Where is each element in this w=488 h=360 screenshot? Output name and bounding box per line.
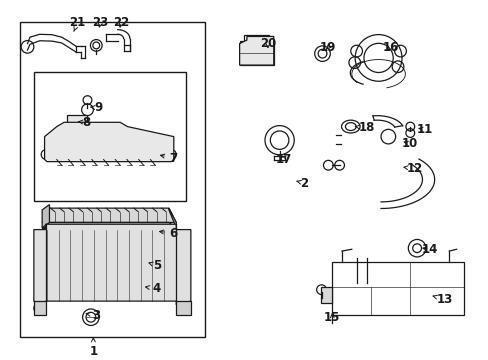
Text: 7: 7 bbox=[160, 152, 178, 165]
Polygon shape bbox=[71, 123, 82, 129]
Text: 9: 9 bbox=[91, 102, 102, 114]
Polygon shape bbox=[239, 36, 273, 65]
Text: 8: 8 bbox=[79, 116, 90, 129]
Text: 6: 6 bbox=[159, 227, 178, 240]
Text: 11: 11 bbox=[416, 123, 432, 136]
Text: 2: 2 bbox=[296, 177, 307, 190]
Bar bbox=[331, 262, 463, 315]
Text: 5: 5 bbox=[149, 259, 161, 272]
Polygon shape bbox=[42, 204, 49, 228]
Polygon shape bbox=[176, 301, 190, 315]
Text: 12: 12 bbox=[403, 162, 423, 175]
Text: 21: 21 bbox=[69, 15, 86, 31]
Text: 19: 19 bbox=[320, 41, 336, 54]
Bar bbox=[244, 35, 268, 41]
Bar bbox=[20, 22, 205, 337]
Text: 23: 23 bbox=[92, 15, 108, 29]
Text: 15: 15 bbox=[324, 311, 340, 324]
Polygon shape bbox=[42, 222, 176, 228]
Text: 10: 10 bbox=[401, 137, 418, 150]
Text: 4: 4 bbox=[145, 282, 161, 295]
Text: 1: 1 bbox=[89, 338, 97, 358]
Polygon shape bbox=[66, 115, 87, 123]
Polygon shape bbox=[320, 287, 331, 303]
Text: 16: 16 bbox=[382, 41, 398, 54]
Text: 22: 22 bbox=[113, 15, 129, 29]
Polygon shape bbox=[168, 208, 176, 228]
Polygon shape bbox=[34, 301, 45, 315]
Text: 13: 13 bbox=[432, 293, 451, 306]
Polygon shape bbox=[44, 122, 173, 162]
Text: 14: 14 bbox=[421, 243, 437, 256]
Bar bbox=[239, 41, 273, 65]
Text: 20: 20 bbox=[259, 37, 275, 50]
Polygon shape bbox=[42, 208, 176, 222]
Polygon shape bbox=[34, 224, 190, 305]
Text: 18: 18 bbox=[355, 121, 374, 134]
Bar bbox=[34, 72, 185, 201]
Text: 3: 3 bbox=[86, 309, 100, 322]
Text: 17: 17 bbox=[275, 153, 291, 166]
